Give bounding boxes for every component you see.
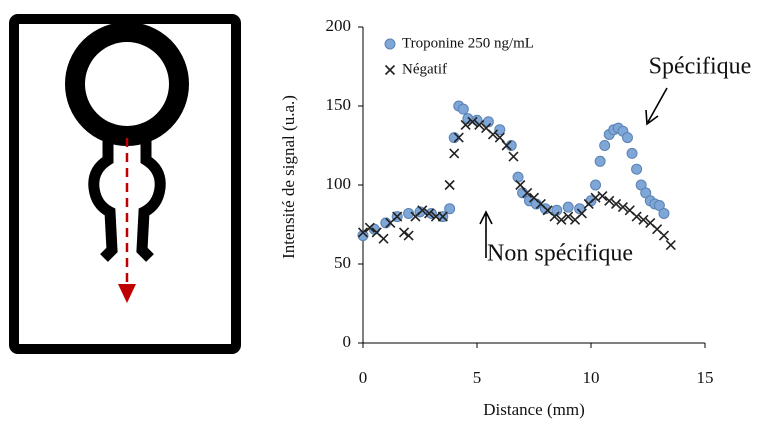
data-point: [444, 179, 455, 191]
y-tick-label: 200: [326, 16, 352, 35]
y-tick-label: 150: [326, 95, 352, 114]
data-point: [594, 155, 606, 167]
x-tick-label: 0: [359, 368, 368, 387]
x-tick-label: 10: [583, 368, 600, 387]
data-point: [599, 140, 611, 151]
data-point: [658, 207, 670, 219]
data-point: [457, 103, 469, 115]
data-point: [403, 207, 415, 219]
data-point: [621, 132, 633, 144]
data-point: [638, 214, 649, 225]
x-axis-label: Distance (mm): [483, 400, 585, 419]
data-point: [453, 132, 464, 143]
legend-marker: [384, 38, 396, 50]
data-point: [403, 230, 414, 241]
legend-label: Troponine 250 ng/mL: [402, 35, 534, 51]
data-point: [563, 211, 574, 222]
ring: [65, 22, 189, 146]
data-point: [522, 187, 533, 198]
annotation-arrow: [645, 87, 668, 126]
data-point: [437, 211, 448, 222]
data-point: [556, 214, 567, 225]
data-point: [562, 201, 574, 213]
data-point: [501, 140, 512, 151]
data-point: [631, 163, 643, 175]
data-point: [549, 211, 560, 222]
data-point: [471, 114, 483, 126]
data-point: [424, 208, 435, 219]
x-tick-label: 15: [697, 368, 714, 387]
data-point: [631, 211, 642, 222]
data-point: [658, 230, 670, 241]
data-point: [508, 151, 519, 162]
y-axis-label: Intensité de signal (u.a.): [279, 95, 298, 259]
data-point: [392, 211, 403, 222]
data-point: [626, 147, 638, 159]
data-point: [364, 222, 375, 233]
data-point: [665, 239, 676, 251]
legend-label: Négatif: [402, 61, 447, 77]
y-tick-label: 100: [326, 174, 352, 193]
data-point: [611, 198, 622, 210]
annotation: Spécifique: [649, 54, 752, 80]
data-point: [449, 148, 460, 159]
data-point: [597, 190, 608, 202]
data-point: [487, 129, 499, 140]
data-point: [357, 227, 369, 238]
data-point: [467, 116, 478, 127]
annotation: Non spécifique: [487, 241, 633, 267]
channel-right: [136, 132, 166, 262]
data-point: [494, 124, 506, 136]
data-point: [357, 230, 369, 242]
data-point: [460, 119, 471, 131]
x-tick-label: 5: [473, 368, 482, 387]
data-point: [617, 202, 628, 213]
data-point: [378, 233, 389, 244]
flow-arrow: [118, 284, 136, 303]
data-point: [417, 205, 428, 216]
frame: [9, 14, 241, 354]
data-point: [398, 227, 410, 238]
y-tick-label: 50: [334, 253, 351, 272]
data-point: [590, 179, 602, 191]
diagram: [9, 14, 241, 354]
data-point: [604, 195, 615, 206]
annotation-arrow: [479, 210, 493, 258]
data-point: [576, 208, 587, 219]
channel-left: [88, 132, 118, 262]
plot: Non spécifique Spécifique: [479, 54, 752, 267]
data-point: [474, 119, 485, 131]
data-point: [444, 203, 456, 215]
data-point: [512, 171, 524, 183]
y-tick-label: 0: [343, 332, 352, 351]
legend-marker: [384, 64, 396, 76]
